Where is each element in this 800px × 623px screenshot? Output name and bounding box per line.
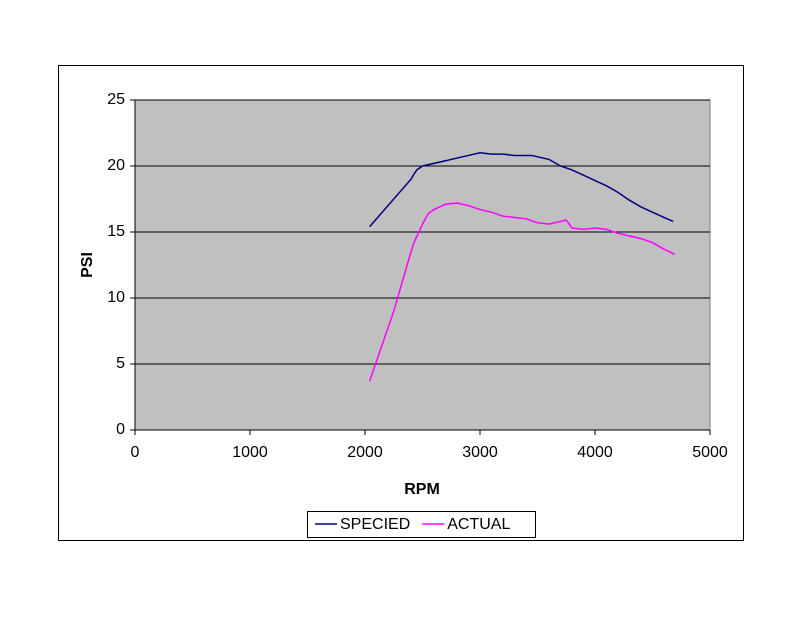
y-tick-label: 10 bbox=[107, 289, 125, 306]
x-axis-title: RPM bbox=[404, 481, 440, 498]
x-tick-label: 4000 bbox=[577, 444, 613, 461]
y-tick-label: 20 bbox=[107, 157, 125, 174]
x-tick-label: 5000 bbox=[692, 444, 728, 461]
y-axis-title: PSI bbox=[79, 252, 96, 278]
legend-label: SPECIED bbox=[340, 516, 410, 533]
y-tick-label: 5 bbox=[116, 355, 125, 372]
x-tick-label: 1000 bbox=[232, 444, 268, 461]
series-line bbox=[368, 202, 675, 382]
y-tick-label: 25 bbox=[107, 91, 125, 108]
plot-area bbox=[134, 99, 711, 431]
legend bbox=[307, 511, 536, 538]
x-tick-label: 2000 bbox=[347, 444, 383, 461]
y-tick-label: 15 bbox=[107, 223, 125, 240]
y-tick-label: 0 bbox=[116, 421, 125, 438]
series-line bbox=[369, 152, 674, 228]
legend-label: ACTUAL bbox=[447, 516, 510, 533]
x-tick-label: 3000 bbox=[462, 444, 498, 461]
x-tick-label: 0 bbox=[131, 444, 140, 461]
